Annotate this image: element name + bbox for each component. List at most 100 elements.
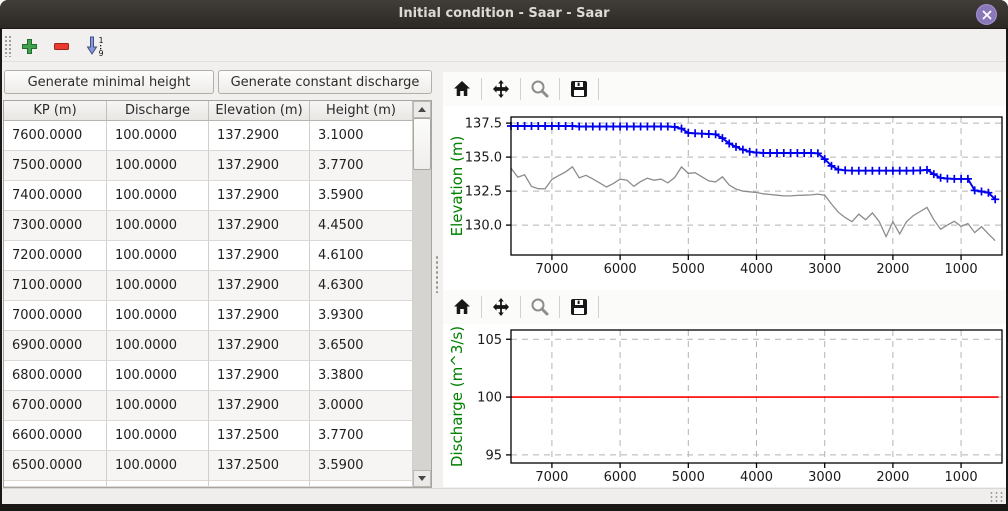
plot1-save-button[interactable] <box>566 76 592 102</box>
table-cell[interactable]: 3.5900 <box>310 181 413 211</box>
table-cell[interactable]: 7000.0000 <box>4 301 107 331</box>
table-cell[interactable]: 7600.0000 <box>4 121 107 151</box>
table-cell[interactable]: 6800.0000 <box>4 361 107 391</box>
elevation-plot[interactable]: 7000 6000 5000 4000 3000 2000 1000 137.5 135.0 13… <box>443 110 1006 288</box>
table-cell[interactable]: 6500.0000 <box>4 451 107 481</box>
table-cell[interactable]: 7300.0000 <box>4 211 107 241</box>
pan-icon <box>493 80 509 98</box>
x-tick-label: 1000 <box>945 262 978 277</box>
magnifier-icon <box>531 80 549 98</box>
table-cell[interactable]: 137.2500 <box>209 421 310 451</box>
table-cell[interactable]: 100.0000 <box>107 451 209 481</box>
table-cell[interactable]: 100.0000 <box>107 361 209 391</box>
plot1-home-button[interactable] <box>449 76 475 102</box>
table-cell[interactable]: 100.0000 <box>107 301 209 331</box>
table-cell[interactable]: 100.0000 <box>107 271 209 301</box>
table-cell[interactable]: 100.0000 <box>107 331 209 361</box>
scroll-down-button[interactable] <box>413 470 431 487</box>
y-axis-label: Discharge (m^3/s) <box>448 326 466 467</box>
table-row: 6600.0000 100.0000 137.2500 3.7700 <box>4 421 413 451</box>
table-cell[interactable]: 137.2900 <box>209 121 310 151</box>
window-titlebar[interactable]: Initial condition - Saar - Saar <box>0 0 1008 29</box>
toolbar-separator <box>520 78 521 100</box>
scroll-up-button[interactable] <box>413 101 431 118</box>
resize-grip[interactable] <box>989 491 1003 503</box>
table-cell[interactable]: 7400.0000 <box>4 181 107 211</box>
table-cell[interactable]: 100.0000 <box>107 181 209 211</box>
window-content: 1 9 Generate minimal height Generate con… <box>2 29 1006 504</box>
plot2-save-button[interactable] <box>566 294 592 320</box>
remove-row-button[interactable] <box>48 34 74 58</box>
table-cell[interactable]: 6900.0000 <box>4 331 107 361</box>
plus-icon <box>21 38 37 54</box>
panel-splitter[interactable] <box>432 62 443 488</box>
table-cell[interactable]: 100.0000 <box>107 421 209 451</box>
table-cell[interactable]: 4.4500 <box>310 211 413 241</box>
table-cell[interactable] <box>4 481 107 487</box>
x-tick-label: 3000 <box>808 470 841 485</box>
column-header-0[interactable]: KP (m) <box>4 101 107 121</box>
table-cell[interactable] <box>209 481 310 487</box>
table-cell[interactable]: 137.2900 <box>209 331 310 361</box>
table-cell[interactable]: 100.0000 <box>107 211 209 241</box>
table-cell[interactable]: 7500.0000 <box>4 151 107 181</box>
scrollbar-thumb[interactable] <box>413 118 431 170</box>
toolbar-separator <box>559 296 560 318</box>
table-cell[interactable]: 6700.0000 <box>4 391 107 421</box>
table-cell[interactable]: 3.9300 <box>310 301 413 331</box>
table-cell[interactable]: 7100.0000 <box>4 271 107 301</box>
table-cell[interactable]: 100.0000 <box>107 151 209 181</box>
discharge-plot[interactable]: 7000 6000 5000 4000 3000 2000 1000 105 100 95 Disc… <box>443 325 1006 487</box>
plot2-zoom-button[interactable] <box>527 294 553 320</box>
svg-text:9: 9 <box>99 49 104 57</box>
table-row: 6900.0000 100.0000 137.2900 3.6500 <box>4 331 413 361</box>
table-cell[interactable]: 137.2500 <box>209 451 310 481</box>
sort-rows-button[interactable]: 1 9 <box>82 34 108 58</box>
table-cell[interactable]: 137.2900 <box>209 301 310 331</box>
plot2-pan-button[interactable] <box>488 294 514 320</box>
table-cell[interactable]: 3.3800 <box>310 361 413 391</box>
table-cell[interactable] <box>107 481 209 487</box>
table-cell[interactable]: 3.1000 <box>310 121 413 151</box>
plot1-zoom-button[interactable] <box>527 76 553 102</box>
table-cell[interactable]: 3.7700 <box>310 151 413 181</box>
close-button[interactable] <box>976 4 997 25</box>
table-cell[interactable]: 3.0000 <box>310 391 413 421</box>
table-cell[interactable] <box>310 481 413 487</box>
table-cell[interactable]: 100.0000 <box>107 121 209 151</box>
table-cell[interactable]: 137.2900 <box>209 271 310 301</box>
toolbar-grip-handle[interactable] <box>4 35 12 57</box>
table-cell[interactable]: 100.0000 <box>107 241 209 271</box>
x-tick-label: 5000 <box>672 262 705 277</box>
add-row-button[interactable] <box>16 34 42 58</box>
plot1-pan-button[interactable] <box>488 76 514 102</box>
table-cell[interactable]: 137.2900 <box>209 361 310 391</box>
table-cell[interactable]: 3.6500 <box>310 331 413 361</box>
toolbar-separator <box>481 78 482 100</box>
x-tick-label: 7000 <box>535 262 568 277</box>
table-scrollbar[interactable] <box>413 101 431 487</box>
y-tick-label: 130.0 <box>465 219 502 234</box>
table-cell[interactable]: 137.2900 <box>209 391 310 421</box>
table-cell[interactable]: 6600.0000 <box>4 421 107 451</box>
column-header-2[interactable]: Elevation (m) <box>209 101 310 121</box>
save-icon <box>571 81 587 97</box>
generate-constant-discharge-button[interactable]: Generate constant discharge <box>218 70 432 94</box>
table-cell[interactable]: 3.5900 <box>310 451 413 481</box>
table-row: 6700.0000 100.0000 137.2900 3.0000 <box>4 391 413 421</box>
table-cell[interactable]: 4.6300 <box>310 271 413 301</box>
generate-minimal-height-button[interactable]: Generate minimal height <box>4 70 214 94</box>
plot2-home-button[interactable] <box>449 294 475 320</box>
table-cell[interactable]: 7200.0000 <box>4 241 107 271</box>
table-cell[interactable]: 137.2900 <box>209 211 310 241</box>
column-header-1[interactable]: Discharge (m³/s) <box>107 101 209 121</box>
column-header-3[interactable]: Height (m) <box>310 101 413 121</box>
table-cell[interactable]: 4.6100 <box>310 241 413 271</box>
table-cell[interactable]: 137.2900 <box>209 241 310 271</box>
table-cell[interactable]: 100.0000 <box>107 391 209 421</box>
table-cell[interactable]: 137.2900 <box>209 181 310 211</box>
arrow-down-icon <box>418 476 426 481</box>
y-tick-label: 105 <box>477 333 502 348</box>
table-cell[interactable]: 137.2900 <box>209 151 310 181</box>
table-cell[interactable]: 3.7700 <box>310 421 413 451</box>
